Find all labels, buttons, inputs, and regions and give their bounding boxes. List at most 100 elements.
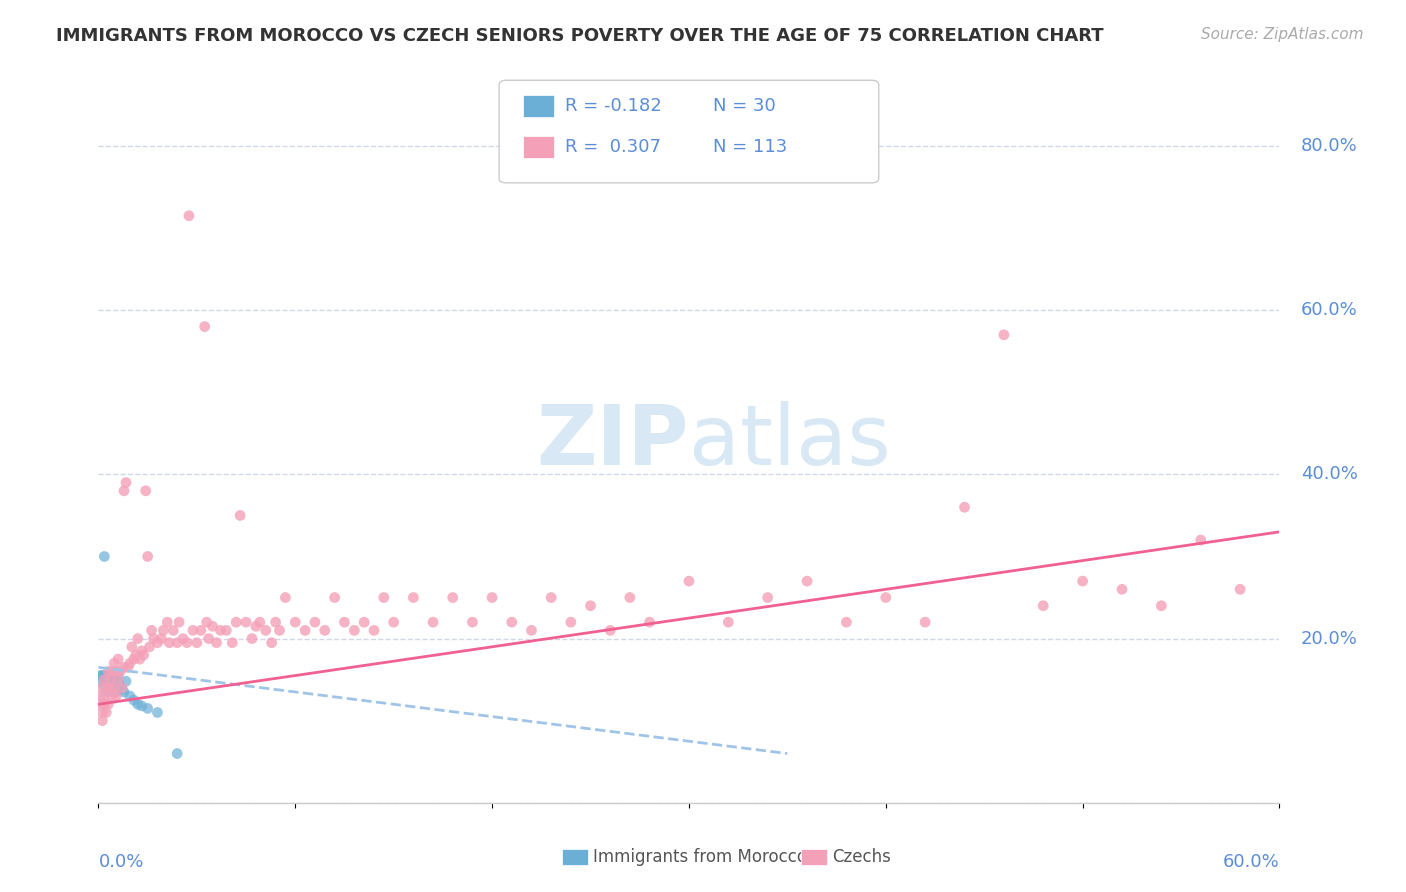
Point — [323, 591, 346, 605]
Point — [373, 591, 395, 605]
Point — [756, 591, 779, 605]
Point — [117, 660, 139, 674]
Point — [162, 624, 184, 638]
Point — [172, 632, 194, 646]
Point — [112, 483, 135, 498]
Point — [93, 549, 115, 564]
Point — [103, 657, 125, 671]
Point — [107, 673, 129, 687]
Point — [599, 624, 621, 638]
Point — [579, 599, 602, 613]
Text: N = 113: N = 113 — [713, 138, 787, 156]
Text: N = 30: N = 30 — [713, 97, 776, 115]
Point — [127, 698, 149, 712]
Point — [181, 624, 204, 638]
Point — [108, 679, 131, 693]
Point — [167, 615, 190, 630]
Text: 40.0%: 40.0% — [1301, 466, 1358, 483]
Point — [115, 674, 138, 689]
Point — [249, 615, 271, 630]
Point — [441, 591, 464, 605]
Point — [209, 624, 232, 638]
Point — [235, 615, 257, 630]
Point — [91, 714, 114, 728]
Point — [229, 508, 252, 523]
Point — [205, 636, 228, 650]
Text: IMMIGRANTS FROM MOROCCO VS CZECH SENIORS POVERTY OVER THE AGE OF 75 CORRELATION : IMMIGRANTS FROM MOROCCO VS CZECH SENIORS… — [56, 27, 1104, 45]
Point — [115, 475, 138, 490]
Point — [422, 615, 444, 630]
Point — [1032, 599, 1054, 613]
Point — [1071, 574, 1094, 588]
Point — [245, 619, 267, 633]
Text: atlas: atlas — [689, 401, 890, 482]
Point — [89, 668, 111, 682]
Point — [135, 483, 157, 498]
Point — [166, 636, 188, 650]
Point — [953, 500, 976, 515]
Point — [98, 679, 121, 693]
Text: 0.0%: 0.0% — [98, 854, 143, 871]
Point — [141, 624, 163, 638]
Point — [240, 632, 263, 646]
Point — [284, 615, 307, 630]
Point — [402, 591, 425, 605]
Point — [835, 615, 858, 630]
Point — [96, 681, 118, 695]
Point — [993, 327, 1015, 342]
Point — [190, 624, 212, 638]
Text: ZIP: ZIP — [537, 401, 689, 482]
Point — [98, 681, 121, 695]
Point — [131, 644, 153, 658]
Point — [1150, 599, 1173, 613]
Point — [98, 673, 121, 687]
Point — [93, 689, 115, 703]
Point — [108, 665, 131, 679]
Point — [264, 615, 287, 630]
Point — [138, 640, 160, 654]
Point — [195, 615, 218, 630]
Point — [314, 624, 336, 638]
Point — [96, 674, 118, 689]
Point — [875, 591, 897, 605]
Point — [260, 636, 283, 650]
Point — [122, 693, 145, 707]
Point — [101, 665, 124, 679]
Point — [1229, 582, 1251, 597]
Point — [89, 698, 111, 712]
Point — [97, 665, 120, 679]
Point — [156, 615, 179, 630]
Text: 20.0%: 20.0% — [1301, 630, 1358, 648]
Text: Immigrants from Morocco: Immigrants from Morocco — [593, 848, 807, 866]
Point — [501, 615, 523, 630]
Point — [101, 674, 124, 689]
Point — [166, 747, 188, 761]
Point — [122, 652, 145, 666]
Point — [91, 706, 114, 720]
Point — [221, 636, 243, 650]
Point — [105, 665, 128, 679]
Point — [382, 615, 405, 630]
Point — [540, 591, 562, 605]
Point — [150, 632, 173, 646]
Point — [107, 668, 129, 682]
Point — [152, 624, 174, 638]
Point — [1189, 533, 1212, 547]
Point — [101, 668, 124, 682]
Point — [107, 674, 129, 689]
Point — [93, 698, 115, 712]
Point — [1111, 582, 1133, 597]
Text: Czechs: Czechs — [832, 848, 891, 866]
Point — [638, 615, 661, 630]
Point — [194, 319, 217, 334]
Point — [132, 648, 155, 662]
Text: 80.0%: 80.0% — [1301, 137, 1357, 155]
Point — [560, 615, 582, 630]
Point — [103, 668, 125, 682]
Point — [157, 636, 180, 650]
Text: R =  0.307: R = 0.307 — [565, 138, 661, 156]
Text: 60.0%: 60.0% — [1301, 301, 1357, 319]
Point — [111, 681, 134, 695]
Point — [97, 668, 120, 682]
Text: Source: ZipAtlas.com: Source: ZipAtlas.com — [1201, 27, 1364, 42]
